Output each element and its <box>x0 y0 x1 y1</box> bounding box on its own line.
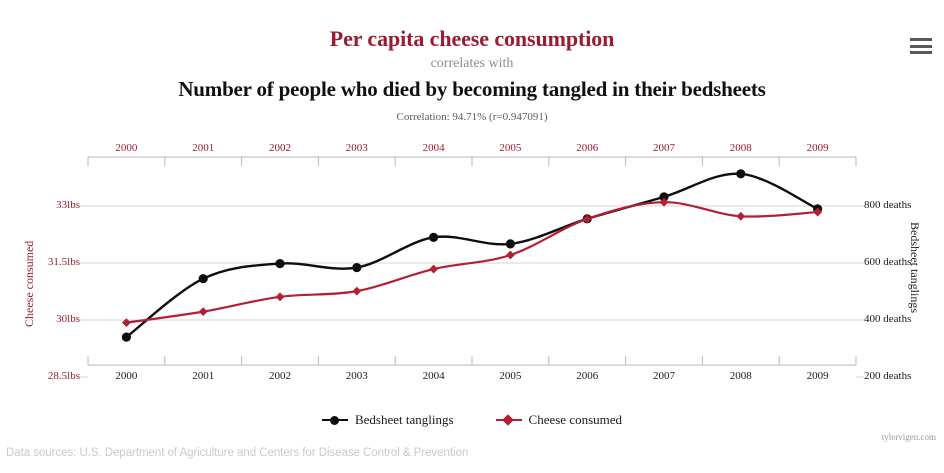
hamburger-bar-2 <box>910 44 932 48</box>
x-axis-top-tick-2000: 2000 <box>115 142 138 154</box>
data-point[interactable] <box>352 262 362 273</box>
y-axis-right-tick-600: 600 deaths <box>864 256 912 268</box>
title-secondary: Number of people who died by becoming ta… <box>178 76 766 101</box>
data-point[interactable] <box>813 207 822 217</box>
data-point[interactable] <box>429 264 438 274</box>
x-axis-bottom-tick-2002: 2002 <box>269 370 291 382</box>
title-primary: Per capita cheese consumption <box>329 26 615 51</box>
data-point[interactable] <box>122 318 131 328</box>
x-axis-bottom-tick-2001: 2001 <box>192 370 215 382</box>
y-axis-left-title: Cheese consumed <box>22 240 36 327</box>
x-axis-top-tick-2007: 2007 <box>653 142 675 154</box>
legend-item-cheese-consumed[interactable]: Cheese consumed <box>495 412 623 428</box>
legend-marker-diamond-icon <box>495 414 522 426</box>
data-point[interactable] <box>121 332 131 342</box>
data-point[interactable] <box>736 211 746 221</box>
x-axis-bottom-tick-2000: 2000 <box>115 370 138 382</box>
x-axis-top-tick-2002: 2002 <box>269 142 291 154</box>
correlation-label: Correlation: 94.71% (r=0.947091) <box>396 110 548 123</box>
data-point[interactable] <box>352 286 362 296</box>
x-axis-top-tick-2004: 2004 <box>422 142 445 154</box>
series-bedsheet-tanglings <box>121 169 823 342</box>
data-point[interactable] <box>275 258 285 269</box>
x-axis-bottom-tick-2005: 2005 <box>499 370 522 382</box>
x-axis-bottom-tick-2007: 2007 <box>653 370 675 382</box>
hamburger-bar-1 <box>910 38 932 41</box>
y-axis-right-tick-400: 400 deaths <box>864 313 912 325</box>
chart-legend: Bedsheet tanglings Cheese consumed <box>0 412 944 428</box>
data-point[interactable] <box>736 169 746 179</box>
x-axis-top-tick-2009: 2009 <box>806 142 829 154</box>
x-axis-top-tick-2001: 2001 <box>192 142 215 154</box>
x-axis-top-tick-2005: 2005 <box>499 142 522 154</box>
y-axis-left-tick-30: 30lbs <box>56 313 80 325</box>
x-axis-bottom-tick-2009: 2009 <box>806 370 829 382</box>
data-point[interactable] <box>659 197 669 207</box>
data-point[interactable] <box>659 192 669 202</box>
series-cheese-consumed <box>122 197 822 328</box>
data-point[interactable] <box>275 292 285 302</box>
x-axis-top-tick-2006: 2006 <box>576 142 599 154</box>
data-point[interactable] <box>582 214 592 224</box>
legend-item-bedsheet-tanglings[interactable]: Bedsheet tanglings <box>321 412 454 428</box>
x-axis-bottom-tick-2006: 2006 <box>576 370 599 382</box>
data-point[interactable] <box>506 250 515 260</box>
legend-label-cheese-consumed: Cheese consumed <box>528 412 623 427</box>
y-axis-left-tick-33: 33lbs <box>56 199 80 211</box>
site-watermark: tylervigen.com <box>881 432 936 442</box>
x-axis-top-tick-2003: 2003 <box>345 142 368 154</box>
y-axis-right-title: Bedsheet tanglings <box>908 222 922 313</box>
data-point[interactable] <box>505 239 515 249</box>
x-axis-bottom-tick-2004: 2004 <box>422 370 445 382</box>
title-connector: correlates with <box>430 55 514 71</box>
hamburger-bar-3 <box>910 51 932 54</box>
y-axis-right-tick-200: 200 deaths <box>864 370 912 382</box>
data-sources-text: Data sources: U.S. Department of Agricul… <box>6 447 469 459</box>
y-axis-right-tick-800: 800 deaths <box>864 199 912 211</box>
data-point[interactable] <box>198 274 208 284</box>
x-axis-top-tick-2008: 2008 <box>729 142 752 154</box>
legend-label-bedsheet-tanglings: Bedsheet tanglings <box>354 412 454 427</box>
x-axis-bottom-tick-2003: 2003 <box>345 370 368 382</box>
legend-marker-circle-icon <box>321 414 348 426</box>
data-point[interactable] <box>198 307 208 317</box>
x-axis-bottom-tick-2008: 2008 <box>729 370 752 382</box>
data-point[interactable] <box>429 232 439 242</box>
y-axis-left-tick-31.5: 31.5lbs <box>47 256 80 268</box>
y-axis-left-tick-28.5: 28.5lbs <box>47 370 80 382</box>
hamburger-menu-icon[interactable] <box>910 38 932 54</box>
chart-header: Per capita cheese consumption correlates… <box>0 26 944 124</box>
